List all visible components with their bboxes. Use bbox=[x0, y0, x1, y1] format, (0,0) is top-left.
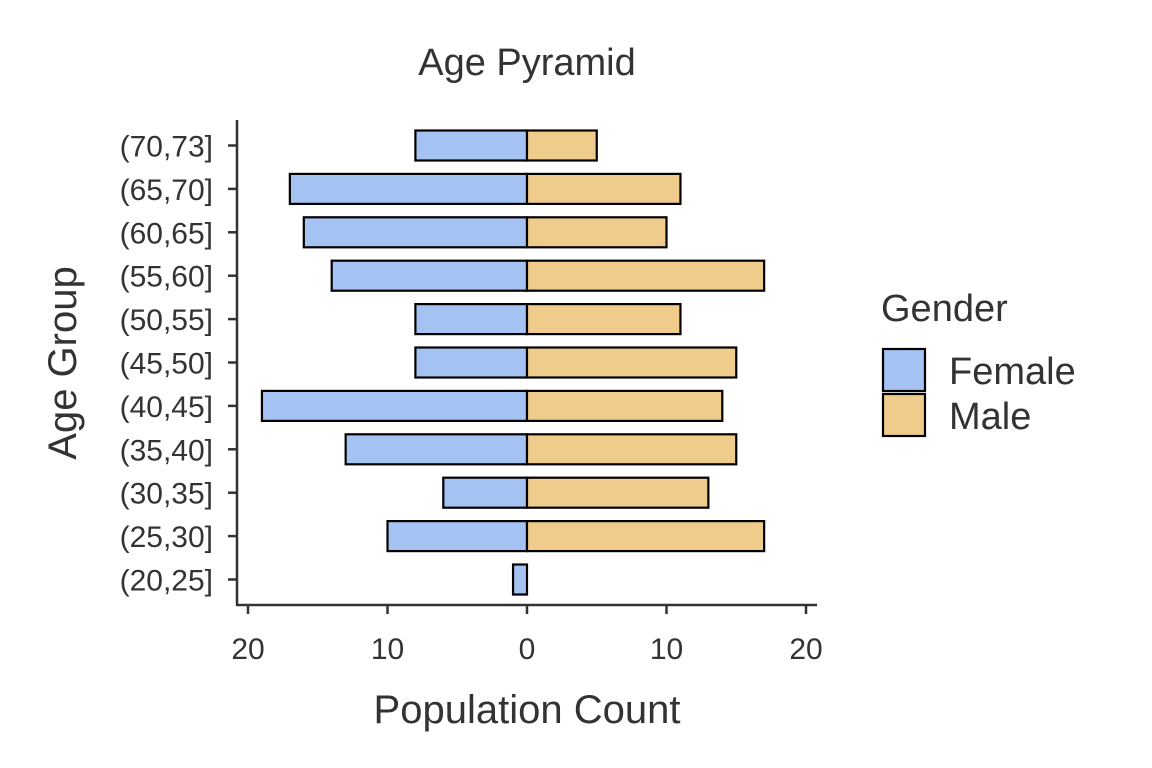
x-tick-label: 0 bbox=[519, 633, 536, 666]
legend-label-male: Male bbox=[949, 396, 1031, 438]
bar-male bbox=[525, 346, 738, 379]
bars-layer bbox=[260, 129, 766, 596]
legend-label-female: Female bbox=[949, 351, 1076, 393]
bar-male bbox=[525, 389, 724, 422]
y-tick-label: (65,70] bbox=[120, 174, 213, 207]
bar-female bbox=[414, 346, 529, 379]
bar-female bbox=[386, 519, 529, 553]
bar-male bbox=[525, 476, 710, 509]
bar-male bbox=[525, 172, 682, 205]
y-tick-label: (45,50] bbox=[120, 348, 213, 381]
bar-female bbox=[288, 172, 529, 205]
y-tick-label: (30,35] bbox=[120, 478, 213, 511]
y-tick-label: (50,55] bbox=[120, 304, 213, 337]
bar-female bbox=[344, 433, 529, 466]
bar-female bbox=[511, 563, 529, 596]
legend-title: Gender bbox=[881, 288, 1008, 330]
x-tick-label: 20 bbox=[231, 633, 264, 666]
y-axis-title: Age Group bbox=[41, 266, 85, 459]
y-tick-label: (25,30] bbox=[120, 521, 213, 554]
y-tick-label: (60,65] bbox=[120, 217, 213, 250]
legend-swatch-male bbox=[881, 392, 927, 438]
x-tick-label: 10 bbox=[371, 633, 404, 666]
x-tick-label: 10 bbox=[650, 633, 683, 666]
x-axis-title: Population Count bbox=[374, 688, 681, 732]
bar-female bbox=[414, 303, 529, 336]
bar-female bbox=[442, 476, 529, 509]
bar-female bbox=[414, 129, 529, 162]
y-tick-label: (35,40] bbox=[120, 434, 213, 467]
bar-female bbox=[302, 216, 529, 249]
y-ticks-layer: (20,25] (25,30] (30,35] (35,40] (40,45] (45,5… bbox=[120, 131, 237, 598]
legend-swatch-female bbox=[881, 347, 927, 393]
bar-male bbox=[525, 519, 766, 553]
y-tick-label: (20,25] bbox=[120, 565, 213, 598]
bar-male bbox=[525, 216, 668, 249]
y-tick-label: (55,60] bbox=[120, 261, 213, 294]
bar-female bbox=[260, 389, 529, 422]
y-tick-label: (70,73] bbox=[120, 131, 213, 164]
bar-male bbox=[525, 129, 598, 162]
chart-title: Age Pyramid bbox=[418, 42, 636, 84]
bar-male bbox=[525, 433, 738, 466]
bar-male bbox=[525, 303, 682, 336]
x-ticks-layer: 20 10 0 10 20 bbox=[231, 605, 823, 666]
bar-male bbox=[525, 259, 766, 292]
bar-female bbox=[330, 259, 529, 292]
x-tick-label: 20 bbox=[789, 633, 822, 666]
y-tick-label: (40,45] bbox=[120, 391, 213, 424]
